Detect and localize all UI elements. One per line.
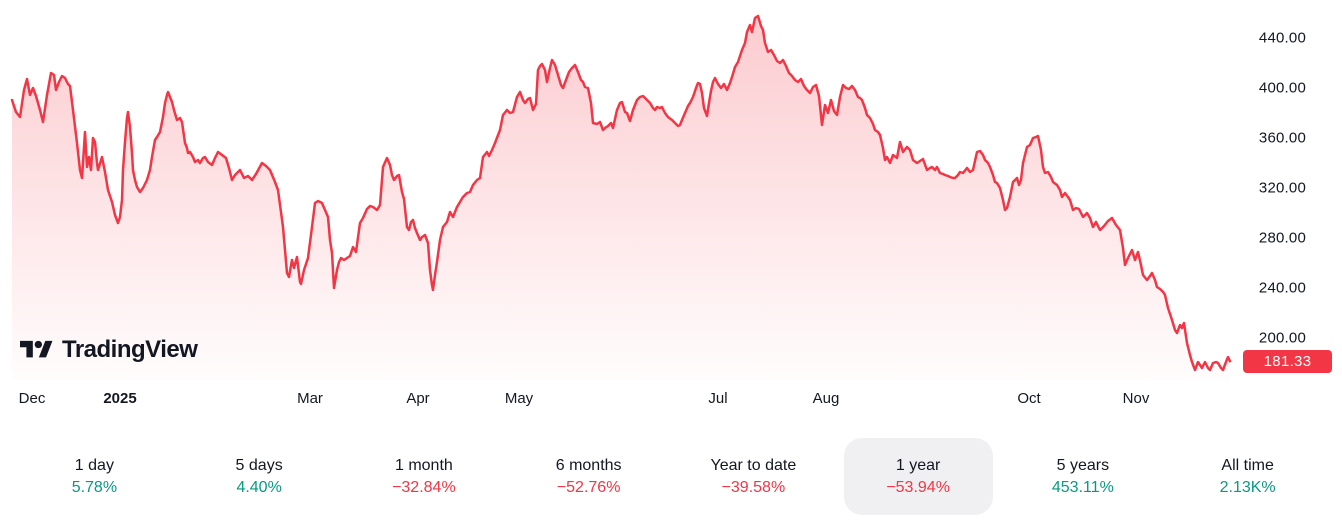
- range-change-percent: 4.40%: [236, 478, 282, 496]
- range-button-5-days[interactable]: 5 days 4.40%: [185, 438, 334, 515]
- price-axis-label: 240.00: [1258, 279, 1306, 297]
- range-cell: 1 year −53.94%: [836, 438, 1001, 515]
- time-axis-label: Aug: [812, 390, 840, 407]
- tradingview-logo-link[interactable]: TradingView: [20, 336, 198, 364]
- time-axis-label: Jul: [708, 390, 728, 407]
- range-change-percent: −39.58%: [721, 478, 786, 496]
- date-range-bar: 1 day 5.78% 5 days 4.40% 1 month −32.84% 6 mon…: [12, 438, 1330, 515]
- range-cell: 5 days 4.40%: [177, 438, 342, 515]
- range-cell: Year to date −39.58%: [671, 438, 836, 515]
- range-button-1-day[interactable]: 1 day 5.78%: [20, 438, 169, 515]
- price-axis-label: 200.00: [1258, 329, 1306, 347]
- last-price-badge: 181.33: [1243, 350, 1332, 373]
- time-axis-label: Oct: [1017, 390, 1041, 407]
- range-cell: 1 day 5.78%: [12, 438, 177, 515]
- price-axis-label: 440.00: [1258, 29, 1306, 47]
- range-button-label: 1 month: [394, 456, 453, 474]
- range-change-percent: 2.13K%: [1219, 478, 1276, 496]
- range-button-label: Year to date: [710, 456, 797, 474]
- range-button-label: 1 year: [895, 456, 941, 474]
- price-axis-label: 360.00: [1258, 129, 1306, 147]
- price-axis-label: 320.00: [1258, 179, 1306, 197]
- price-area-fill: [12, 16, 1230, 380]
- range-change-percent: 5.78%: [71, 478, 118, 496]
- price-line: [10, 14, 1232, 372]
- time-axis-label: 2025: [103, 390, 137, 407]
- range-button-1-month[interactable]: 1 month −32.84%: [350, 438, 499, 515]
- tradingview-logo-text: TradingView: [62, 336, 198, 363]
- range-button-all-time[interactable]: All time 2.13K%: [1173, 438, 1322, 515]
- price-axis-label: 400.00: [1258, 79, 1306, 97]
- tradingview-icon: [20, 340, 53, 358]
- range-button-label: All time: [1221, 456, 1274, 474]
- range-cell: 6 months −52.76%: [506, 438, 671, 515]
- range-change-percent: −32.84%: [392, 478, 456, 496]
- range-button-label: 5 years: [1056, 456, 1110, 474]
- range-button-6-months[interactable]: 6 months −52.76%: [514, 438, 663, 515]
- price-chart-canvas[interactable]: [0, 0, 1232, 380]
- range-button-1-year[interactable]: 1 year −53.94%: [843, 438, 993, 515]
- price-axis-label: 280.00: [1258, 229, 1306, 247]
- time-axis-label: Mar: [297, 390, 323, 407]
- range-change-percent: −52.76%: [556, 478, 621, 496]
- range-cell: 1 month −32.84%: [342, 438, 507, 515]
- time-axis-label: Apr: [406, 390, 430, 407]
- time-axis-label: Dec: [18, 390, 46, 407]
- time-axis-label: May: [504, 390, 534, 407]
- range-change-percent: −53.94%: [886, 478, 950, 496]
- range-change-percent: 453.11%: [1051, 478, 1114, 496]
- range-button-5-years[interactable]: 5 years 453.11%: [1009, 438, 1158, 515]
- range-cell: 5 years 453.11%: [1001, 438, 1166, 515]
- range-button-year-to-date[interactable]: Year to date −39.58%: [679, 438, 828, 515]
- range-button-label: 1 day: [74, 456, 114, 474]
- time-axis[interactable]: Dec 2025 Mar Apr May Jul Aug Oct Nov: [0, 388, 1232, 408]
- range-button-label: 5 days: [235, 456, 283, 474]
- range-cell: All time 2.13K%: [1165, 438, 1330, 515]
- range-button-label: 6 months: [555, 456, 622, 474]
- time-axis-label: Nov: [1122, 390, 1150, 407]
